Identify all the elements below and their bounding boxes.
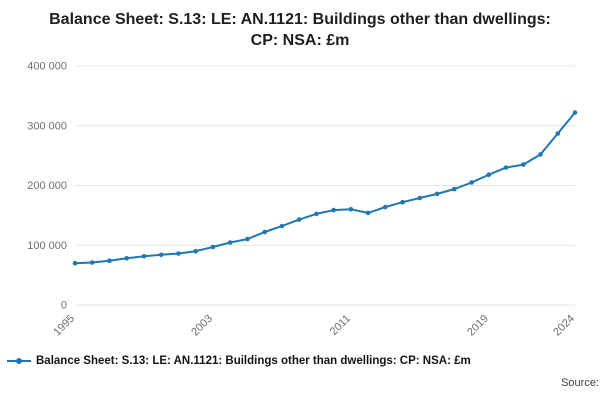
data-point (331, 207, 336, 213)
legend[interactable]: Balance Sheet: S.13: LE: AN.1121: Buildi… (7, 355, 471, 367)
data-point (417, 195, 423, 201)
data-point (572, 110, 578, 115)
data-point (158, 252, 164, 258)
data-point (141, 254, 147, 259)
data-point (434, 191, 440, 197)
data-point (107, 258, 112, 263)
data-point (72, 260, 78, 266)
svg-text:2011: 2011 (328, 313, 353, 338)
data-point (383, 204, 388, 210)
svg-text:2019: 2019 (465, 313, 491, 339)
data-point (503, 165, 509, 170)
data-point (176, 251, 181, 256)
data-point (486, 172, 492, 177)
data-point (365, 210, 371, 216)
gridlines (75, 65, 575, 306)
data-point (210, 244, 216, 250)
data-point (469, 180, 474, 185)
svg-text:0: 0 (61, 300, 67, 312)
data-point (279, 223, 285, 229)
data-point (124, 256, 129, 261)
data-point (521, 162, 526, 167)
data-point (555, 131, 561, 136)
data-point (452, 186, 457, 192)
data-point (348, 207, 354, 212)
legend-marker-icon (7, 358, 31, 364)
data-point (227, 240, 233, 245)
data-point (89, 260, 95, 265)
data-line (74, 111, 576, 265)
data-points[interactable] (72, 110, 578, 266)
chart-title: Balance Sheet: S.13: LE: AN.1121: Buildi… (49, 11, 551, 49)
data-point (193, 248, 198, 254)
data-point (314, 211, 319, 217)
data-point (400, 199, 405, 205)
svg-text:2024: 2024 (551, 313, 577, 339)
svg-text:300 000: 300 000 (27, 120, 67, 132)
data-point (538, 152, 543, 157)
svg-text:1995: 1995 (51, 313, 77, 339)
svg-text:400 000: 400 000 (27, 61, 67, 73)
svg-text:100 000: 100 000 (27, 240, 67, 252)
legend-line-dot-marker (7, 356, 31, 366)
svg-text:2003: 2003 (189, 313, 215, 339)
x-axis-labels: 1995 2003 2011 2019 2024 (51, 313, 577, 339)
data-point (262, 229, 268, 235)
data-point (296, 217, 302, 222)
legend-label: Balance Sheet: S.13: LE: AN.1121: Buildi… (36, 355, 471, 367)
data-point (245, 236, 250, 242)
source-label: Source: (561, 377, 599, 389)
y-axis-labels: 0 100 000 200 000 300 000 400 000 (27, 61, 67, 312)
line-chart-plot-area: 0 100 000 200 000 300 000 400 000 1995 2003 201… (27, 61, 578, 339)
svg-text:200 000: 200 000 (27, 180, 67, 192)
